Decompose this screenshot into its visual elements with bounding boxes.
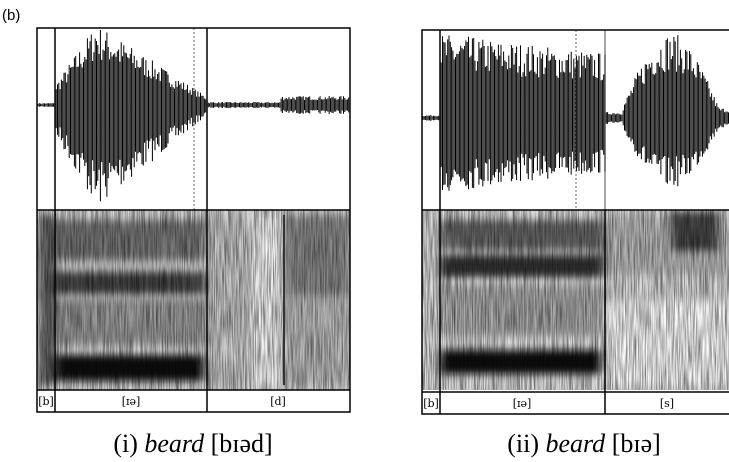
segment-label: [d]	[270, 395, 286, 408]
caption: (i) beard [bɪəd]	[113, 429, 272, 458]
spectrogram	[37, 210, 350, 390]
caption-word: beard	[545, 429, 606, 458]
segment-label: [ɪə]	[122, 395, 141, 408]
caption-prefix: (ii)	[507, 429, 539, 458]
caption-ipa: [bɪə]	[612, 429, 661, 458]
segment-label: [b]	[38, 395, 54, 408]
segment-label: [s]	[660, 397, 674, 410]
caption-ipa: [bɪəd]	[211, 429, 273, 458]
caption-prefix: (i)	[113, 429, 138, 458]
waveform	[37, 30, 729, 202]
segment-label: [b]	[423, 397, 439, 410]
spectrogram	[422, 210, 729, 390]
waveform-trace	[422, 35, 729, 191]
figure-label: (b)	[2, 7, 20, 24]
segment-label: [ɪə]	[513, 397, 532, 410]
caption-word: beard	[144, 429, 205, 458]
caption: (ii) beard [bɪə]	[507, 429, 661, 458]
frame	[36, 27, 729, 415]
waveform-trace	[37, 30, 350, 202]
